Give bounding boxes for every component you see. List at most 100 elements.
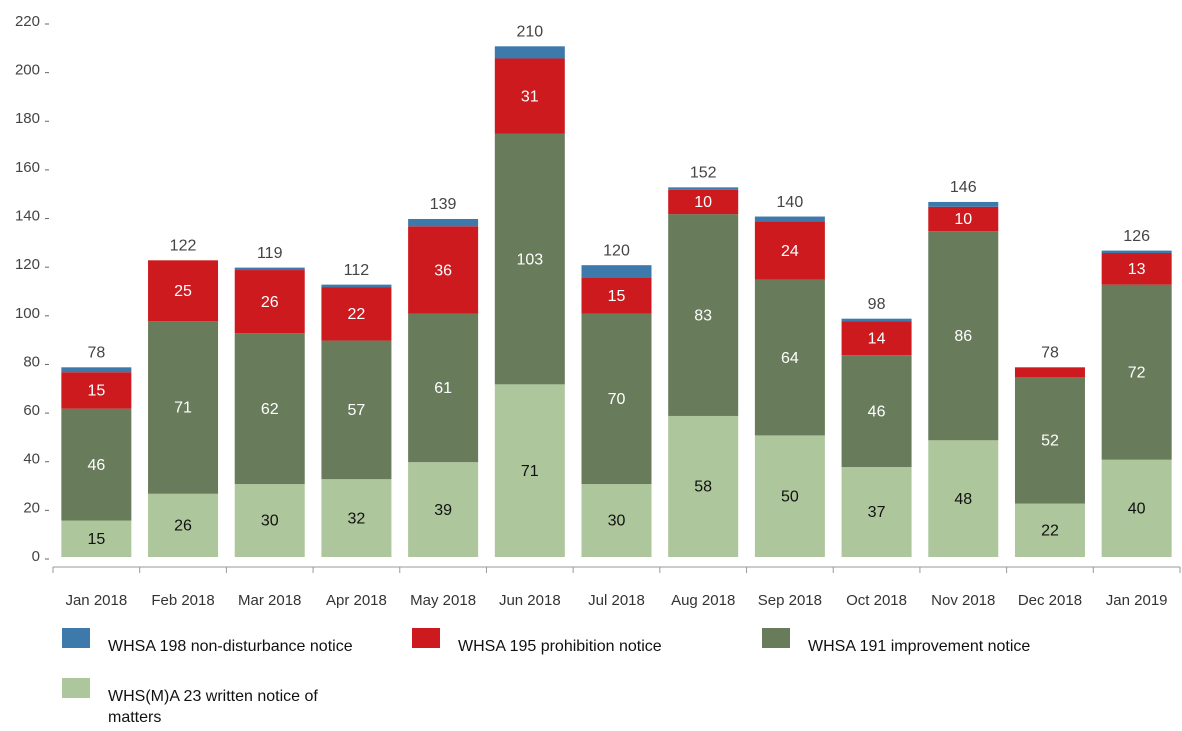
data-label: 22 (348, 306, 366, 323)
x-tick-label: Aug 2018 (671, 592, 735, 609)
data-label: 13 (1128, 261, 1146, 278)
bar-segment (841, 355, 912, 468)
x-tick-label: Dec 2018 (1018, 592, 1082, 609)
bar-segment (321, 479, 392, 557)
x-tick-label: Jul 2018 (588, 592, 645, 609)
bar-segment (234, 333, 305, 485)
legend-label: WHSA 198 non-disturbance notice (108, 638, 353, 655)
total-label: 210 (516, 24, 543, 41)
data-label: 46 (868, 403, 886, 420)
bar-segment (61, 367, 132, 373)
data-label: 26 (174, 518, 192, 535)
legend-label: WHSA 195 prohibition notice (458, 638, 662, 655)
bar-segment (581, 313, 652, 485)
bar-segment (61, 372, 132, 409)
bar-segment (234, 267, 305, 271)
total-label: 122 (170, 238, 197, 255)
data-label: 26 (261, 294, 279, 311)
bar-segment (754, 221, 825, 280)
bar-segment (668, 214, 739, 416)
bar-segment (494, 133, 565, 385)
bar-segment (928, 206, 999, 232)
data-label: 61 (434, 380, 452, 397)
x-tick-label: May 2018 (410, 592, 476, 609)
bar-segment (928, 440, 999, 557)
total-label: 119 (257, 245, 283, 262)
bar-segment (148, 260, 219, 322)
data-label: 64 (781, 350, 799, 367)
data-label: 14 (868, 330, 886, 347)
x-tick-label: Jan 2019 (1106, 592, 1168, 609)
bar-segment (754, 279, 825, 436)
bar-segment (408, 226, 479, 314)
legend-swatch (412, 628, 440, 648)
data-label: 15 (87, 531, 105, 548)
bar-segment (321, 340, 392, 480)
data-label: 48 (954, 491, 972, 508)
legend-swatch (762, 628, 790, 648)
total-label: 126 (1123, 228, 1150, 245)
total-label: 140 (777, 194, 804, 211)
bar-segment (928, 231, 999, 441)
x-tick-label: Jan 2018 (65, 592, 127, 609)
y-tick-label: 100 (15, 305, 40, 322)
y-tick-label: 220 (15, 13, 40, 30)
y-tick-label: 0 (32, 548, 40, 565)
legend-label: WHSA 191 improvement notice (808, 638, 1031, 655)
bar-segment (668, 415, 739, 557)
data-label: 86 (954, 328, 972, 345)
bar-segment (841, 467, 912, 557)
data-label: 24 (781, 243, 799, 260)
y-tick-label: 80 (23, 353, 40, 370)
data-label: 15 (87, 383, 105, 400)
bar-segment (494, 46, 565, 59)
x-tick-label: Oct 2018 (846, 592, 907, 609)
total-label: 152 (690, 165, 717, 182)
y-tick-label: 60 (23, 402, 40, 419)
x-tick-label: Apr 2018 (326, 592, 387, 609)
data-label: 46 (87, 457, 105, 474)
data-label: 52 (1041, 432, 1059, 449)
bar-segment (841, 321, 912, 356)
data-label: 30 (608, 513, 626, 530)
y-tick-label: 40 (23, 451, 40, 468)
bar-segment (61, 408, 132, 521)
bar-segment (1101, 284, 1172, 460)
bar-segment (1101, 253, 1172, 285)
bar-segment (668, 187, 739, 190)
data-label: 32 (348, 510, 366, 527)
data-label: 10 (694, 194, 712, 211)
data-label: 57 (348, 402, 366, 419)
data-label: 71 (174, 400, 192, 417)
legend-swatch (62, 678, 90, 698)
bar-segment (754, 216, 825, 222)
data-label: 39 (434, 502, 452, 519)
data-label: 15 (608, 288, 626, 305)
y-tick-label: 140 (15, 208, 40, 225)
total-label: 120 (603, 242, 630, 259)
bar-segment (408, 313, 479, 463)
bar-segment (581, 484, 652, 557)
data-label: 70 (608, 391, 626, 408)
bar-segment (408, 218, 479, 227)
bar-segment (1014, 377, 1085, 504)
bar-segment (581, 265, 652, 278)
bar-segment (234, 484, 305, 557)
data-label: 40 (1128, 501, 1146, 518)
bar-segment (1101, 459, 1172, 557)
bar-segment (408, 462, 479, 557)
x-tick-label: Mar 2018 (238, 592, 301, 609)
data-label: 71 (521, 463, 539, 480)
chart: 0 20 40 60 80 100 120 140 160 180 200 220 Jan 2018 15… (15, 13, 1181, 609)
data-label: 31 (521, 88, 539, 105)
data-label: 22 (1041, 522, 1059, 539)
x-tick-label: Sep 2018 (758, 592, 822, 609)
total-label: 98 (868, 296, 886, 313)
data-label: 37 (868, 504, 886, 521)
bar-segment (321, 284, 392, 288)
data-label: 30 (261, 513, 279, 530)
bar-segment (1014, 367, 1085, 378)
x-tick-label: Jun 2018 (499, 592, 561, 609)
x-tick-label: Feb 2018 (151, 592, 214, 609)
y-tick-label: 20 (23, 499, 40, 516)
